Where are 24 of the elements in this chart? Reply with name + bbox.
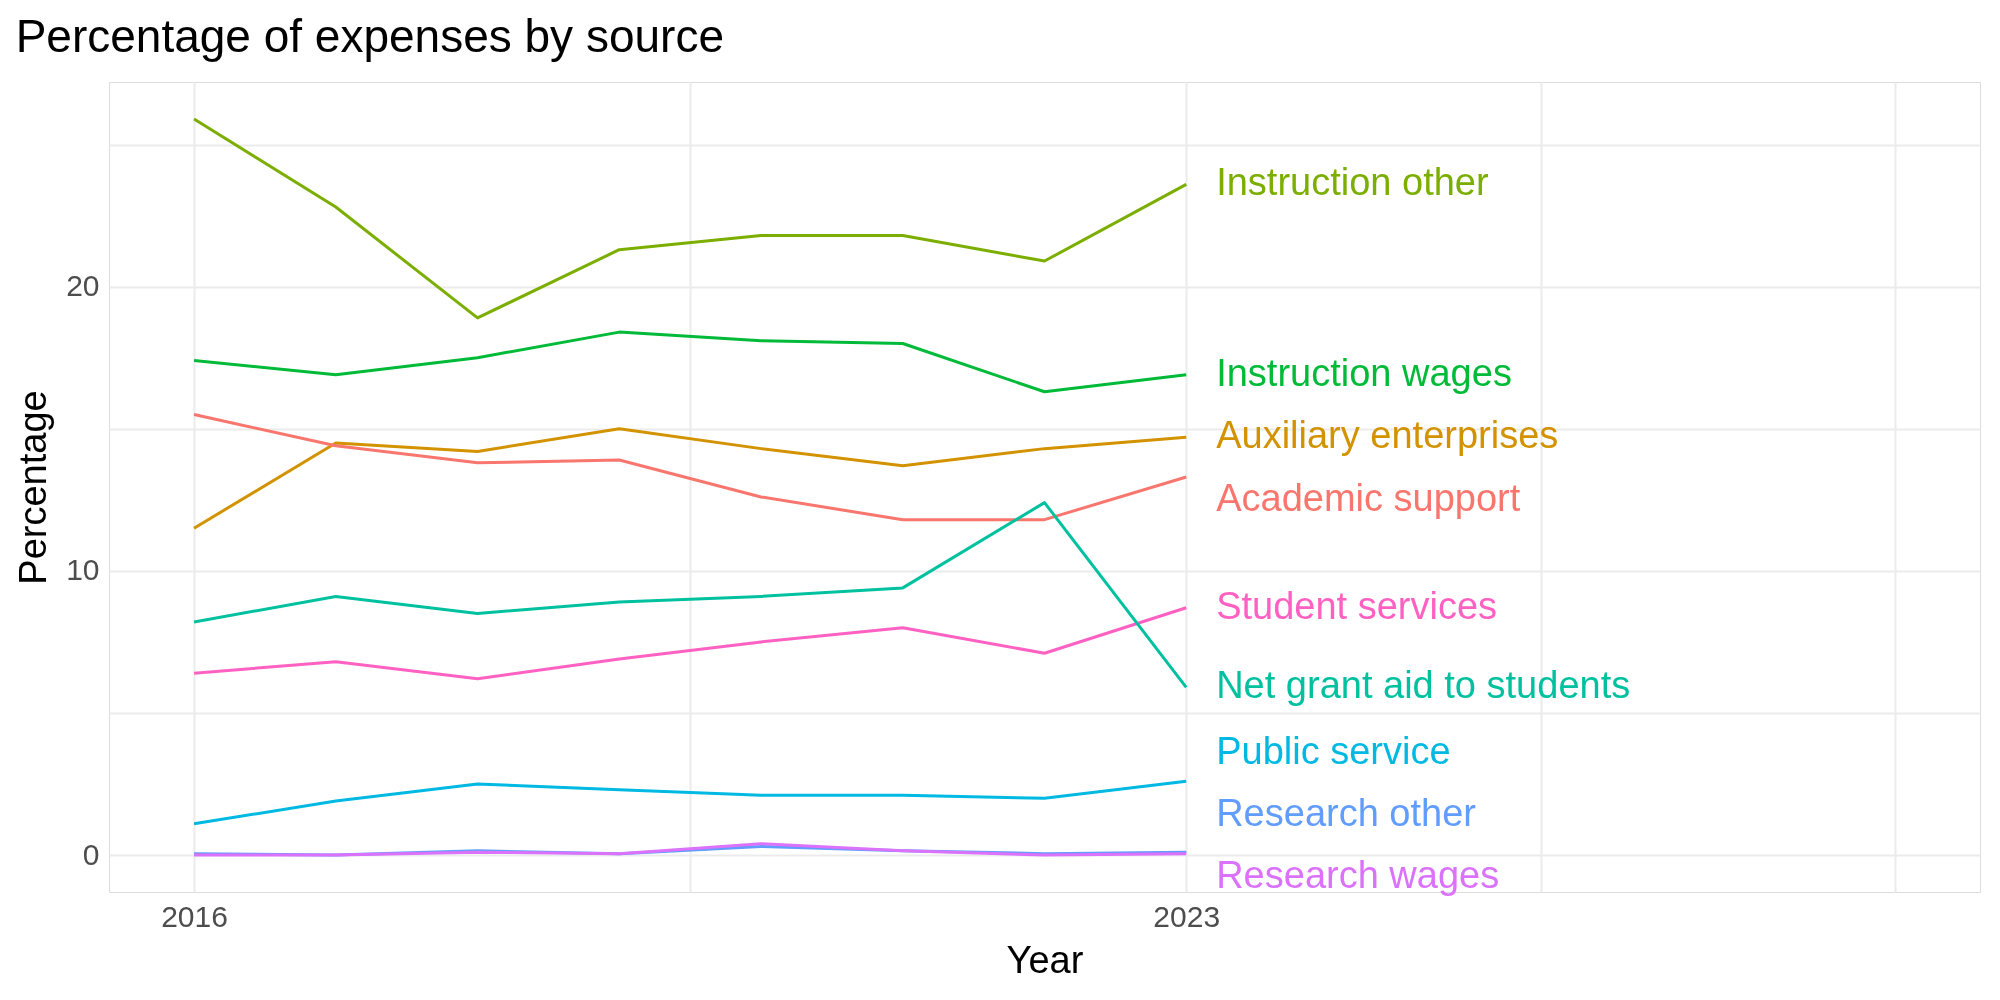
line-series <box>192 606 1188 681</box>
y-tick-label: 10 <box>66 553 100 587</box>
series-label: Academic support <box>1216 476 1521 519</box>
series-label: Research wages <box>1216 854 1500 897</box>
series-label: Net grant aid to students <box>1216 664 1631 707</box>
y-tick-label: 20 <box>66 269 100 303</box>
y-axis-title: Percentage <box>12 390 55 585</box>
x-tick-label: 2023 <box>1153 899 1221 933</box>
series-label: Instruction other <box>1216 161 1489 204</box>
line-series <box>192 117 1188 320</box>
y-tick-label: 0 <box>82 837 100 871</box>
line-series <box>192 427 1188 530</box>
line-series <box>192 779 1188 826</box>
series-label: Instruction wages <box>1216 351 1512 394</box>
chart-title: Percentage of expenses by source <box>15 10 724 62</box>
line-series <box>192 413 1188 522</box>
x-axis-title: Year <box>1006 938 1084 981</box>
series-label: Research other <box>1216 792 1477 835</box>
series-label: Auxiliary enterprises <box>1216 414 1559 457</box>
line-series <box>192 330 1188 394</box>
line-series <box>192 501 1188 689</box>
series-label: Public service <box>1216 729 1451 772</box>
x-tick-label: 2016 <box>161 899 228 933</box>
series-label: Student services <box>1216 584 1498 627</box>
